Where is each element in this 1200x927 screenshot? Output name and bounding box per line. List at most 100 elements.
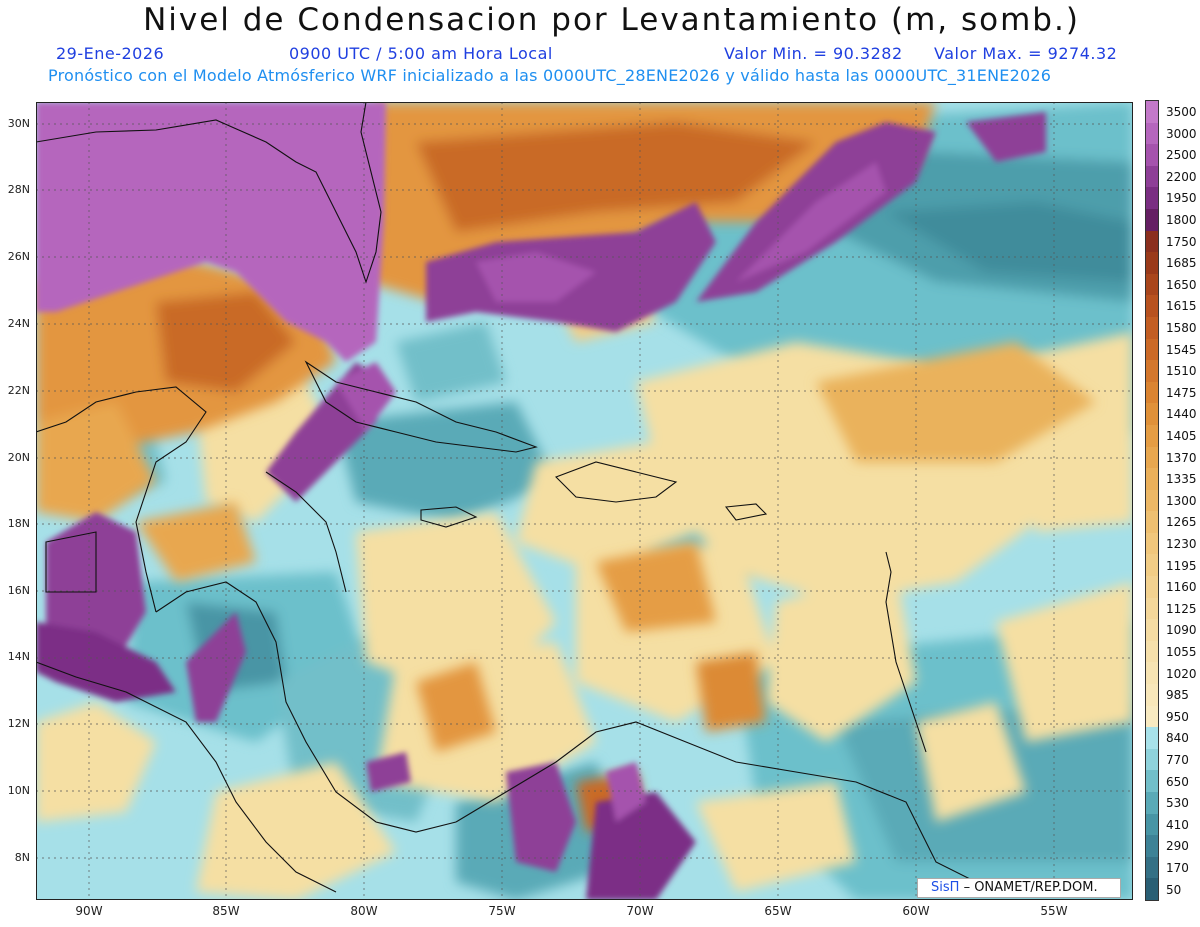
colorbar-segment: [1146, 230, 1158, 253]
colorbar-segment: [1146, 424, 1158, 447]
graticule: [36, 102, 1133, 900]
lat-label: 10N: [7, 784, 30, 797]
lat-label: 30N: [7, 117, 30, 130]
colorbar-label: 1510: [1166, 364, 1197, 379]
colorbar-segment: [1146, 165, 1158, 188]
colorbar-label: 1020: [1166, 666, 1197, 681]
colorbar-label: 1950: [1166, 191, 1197, 206]
colorbar-segment: [1146, 727, 1158, 749]
colorbar-segment: [1146, 187, 1158, 209]
lon-label: 65W: [764, 904, 792, 918]
colorbar-label: 3500: [1166, 105, 1197, 119]
lat-label: 8N: [14, 851, 30, 864]
colorbar-label: 1685: [1166, 256, 1197, 271]
lon-label: 70W: [626, 904, 654, 918]
colorbar-label: 1580: [1166, 321, 1197, 335]
colorbar-label: 1230: [1166, 537, 1197, 551]
colorbar-segment: [1146, 835, 1158, 857]
value-min: Valor Min. = 90.3282: [724, 44, 903, 63]
lat-label: 22N: [7, 384, 30, 397]
colorbar-segment: [1146, 705, 1158, 728]
colorbar-segment: [1146, 338, 1158, 361]
colorbar-segment: [1146, 122, 1158, 145]
colorbar-segment: [1146, 640, 1158, 663]
colorbar-label: 2200: [1166, 169, 1197, 184]
colorbar-segment: [1146, 446, 1158, 469]
colorbar-segment: [1146, 208, 1158, 231]
colorbar-segment: [1146, 597, 1158, 620]
lat-label: 16N: [7, 584, 30, 597]
colorbar-segment: [1146, 813, 1158, 836]
lon-label: 75W: [488, 904, 516, 918]
forecast-date: 29-Ene-2026: [56, 44, 165, 63]
colorbar-segment: [1146, 252, 1158, 274]
colorbar-segment: [1146, 403, 1158, 425]
colorbar-segment: [1146, 878, 1158, 900]
colorbar-segment: [1146, 792, 1158, 814]
colorbar-label: 1545: [1166, 342, 1197, 357]
colorbar-label: 1405: [1166, 429, 1197, 443]
lat-label: 20N: [7, 451, 30, 464]
lat-label: 18N: [7, 517, 30, 530]
colorbar-label: 50: [1166, 882, 1182, 897]
lon-label: 55W: [1040, 904, 1068, 918]
colorbar-label: 1090: [1166, 623, 1197, 638]
lon-label: 60W: [902, 904, 930, 918]
colorbar-label: 1800: [1166, 213, 1197, 227]
onamet-logo: SisΠ – ONAMET/REP.DOM.: [917, 878, 1121, 898]
colorbar-label: 1750: [1166, 234, 1197, 249]
lon-label: 85W: [212, 904, 240, 918]
colorbar-segment: [1146, 489, 1158, 512]
value-max: Valor Max. = 9274.32: [934, 44, 1118, 63]
colorbar-segment: [1146, 295, 1158, 317]
colorbar-label: 770: [1166, 753, 1189, 767]
colorbar-segment: [1146, 619, 1158, 641]
colorbar-label: 410: [1166, 817, 1189, 832]
logo-text: – ONAMET/REP.DOM.: [963, 880, 1098, 895]
colorbar-segment: [1146, 511, 1158, 533]
colorbar-label: 170: [1166, 861, 1189, 875]
colorbar-label: 530: [1166, 796, 1189, 811]
colorbar-label: 1300: [1166, 493, 1197, 508]
lon-label: 90W: [75, 904, 103, 918]
colorbar-label: 950: [1166, 709, 1189, 724]
lat-label: 26N: [7, 250, 30, 263]
colorbar-segment: [1146, 273, 1158, 296]
colorbar-segment: [1146, 576, 1158, 598]
coastlines: [36, 102, 997, 893]
colorbar-label: 1265: [1166, 515, 1197, 530]
colorbar: [1145, 100, 1159, 901]
colorbar-segment: [1146, 468, 1158, 490]
lat-label: 24N: [7, 317, 30, 330]
colorbar-label: 1440: [1166, 407, 1197, 422]
lat-label: 12N: [7, 717, 30, 730]
colorbar-label: 1160: [1166, 580, 1197, 595]
purple-high-lcl-regions: [36, 102, 1046, 900]
colorbar-segment: [1146, 144, 1158, 166]
colorbar-label: 650: [1166, 774, 1189, 789]
colorbar-segment: [1146, 316, 1158, 339]
colorbar-segment: [1146, 360, 1158, 382]
colorbar-label: 840: [1166, 731, 1189, 746]
lon-label: 80W: [350, 904, 378, 918]
lat-label: 28N: [7, 183, 30, 196]
colorbar-label: 290: [1166, 839, 1189, 854]
colorbar-label: 1195: [1166, 558, 1197, 573]
colorbar-segment: [1146, 101, 1158, 123]
colorbar-label: 1335: [1166, 472, 1197, 487]
colorbar-segment: [1146, 662, 1158, 685]
colorbar-label: 1475: [1166, 385, 1197, 400]
colorbar-segment: [1146, 532, 1158, 555]
colorbar-label: 1370: [1166, 450, 1197, 465]
colorbar-label: 3000: [1166, 126, 1197, 141]
colorbar-segment: [1146, 856, 1158, 879]
colorbar-segment: [1146, 381, 1158, 404]
logo-brand: SisΠ: [931, 880, 960, 895]
colorbar-segment: [1146, 684, 1158, 706]
model-info-line: Pronóstico con el Modelo Atmósferico WRF…: [48, 66, 1052, 85]
lat-label: 14N: [7, 650, 30, 663]
colorbar-segment: [1146, 770, 1158, 792]
map-area: [36, 102, 1133, 900]
map-svg: [36, 102, 1133, 900]
forecast-time: 0900 UTC / 5:00 am Hora Local: [289, 44, 553, 63]
